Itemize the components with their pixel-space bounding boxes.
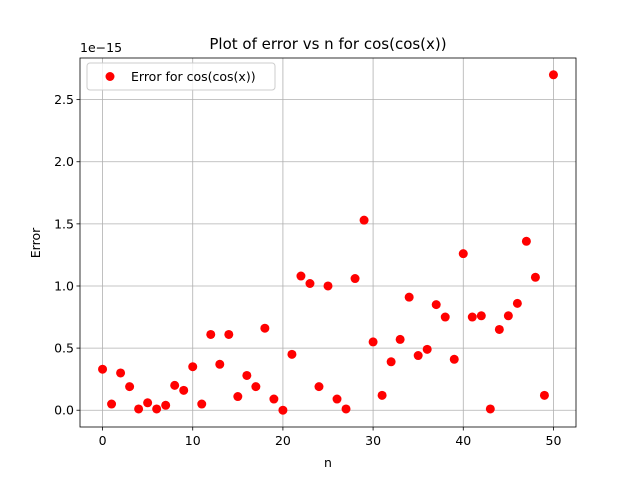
x-tick-label: 40 — [455, 433, 471, 448]
data-point — [458, 249, 468, 259]
data-point — [251, 382, 261, 392]
plot-area-frame — [79, 57, 577, 428]
data-point — [440, 312, 450, 322]
data-point — [404, 292, 414, 302]
y-tick-label: 1.0 — [54, 278, 74, 293]
data-point — [260, 323, 270, 333]
data-point — [143, 398, 153, 408]
legend-box — [86, 62, 276, 91]
data-point — [242, 370, 252, 380]
data-point — [269, 394, 279, 404]
data-point — [296, 271, 306, 281]
x-tick-label: 30 — [365, 433, 381, 448]
data-point — [215, 359, 225, 369]
x-tick-label: 0 — [99, 433, 107, 448]
data-point — [413, 351, 423, 361]
y-tick-label: 0.5 — [54, 341, 74, 356]
data-point — [386, 357, 396, 367]
data-point — [224, 329, 234, 339]
data-point — [368, 337, 378, 347]
data-point — [512, 298, 522, 308]
x-tick-label: 20 — [275, 433, 291, 448]
axis-ticks: 0 10 20 30 40 50 0.0 0.5 1.0 1.5 2.0 2.5 — [54, 92, 561, 448]
legend-marker — [105, 72, 115, 81]
data-point — [170, 380, 180, 390]
data-point — [152, 404, 162, 414]
data-point — [287, 349, 297, 359]
y-tick-label: 2.5 — [54, 92, 74, 107]
y-axis-label: Error — [28, 227, 43, 258]
data-point — [449, 354, 459, 364]
data-point — [107, 399, 117, 409]
data-point — [359, 215, 369, 225]
data-point — [116, 368, 126, 378]
data-point — [278, 405, 288, 415]
data-point — [323, 281, 333, 291]
data-point — [188, 362, 198, 372]
data-point — [125, 382, 135, 392]
data-point — [332, 394, 342, 404]
legend-label: Error for cos(cos(x)) — [131, 69, 256, 84]
grid — [80, 58, 576, 427]
y-offset-label: 1e−15 — [80, 40, 122, 55]
data-point — [179, 385, 189, 395]
x-tick-label: 50 — [546, 433, 562, 448]
data-point — [422, 344, 432, 354]
data-point — [476, 311, 486, 321]
chart-title: Plot of error vs n for cos(cos(x)) — [209, 35, 446, 53]
data-point — [314, 382, 324, 392]
data-point — [539, 390, 549, 400]
data-point — [350, 274, 360, 284]
data-point — [530, 272, 540, 282]
data-point — [134, 404, 144, 414]
x-axis-label: n — [324, 455, 332, 470]
data-point — [494, 324, 504, 334]
data-point — [548, 70, 558, 80]
y-tick-label: 0.0 — [54, 403, 74, 418]
y-tick-label: 1.5 — [54, 216, 74, 231]
data-point — [206, 329, 216, 339]
data-point — [233, 392, 243, 402]
data-points — [98, 70, 558, 415]
data-point — [161, 400, 171, 410]
data-point — [467, 312, 477, 322]
y-tick-label: 2.0 — [54, 154, 74, 169]
data-point — [521, 236, 531, 246]
data-point — [98, 364, 108, 374]
x-tick-label: 10 — [185, 433, 201, 448]
data-point — [197, 399, 207, 409]
data-point — [431, 300, 441, 310]
data-point — [341, 404, 351, 414]
data-point — [395, 334, 405, 344]
data-point — [377, 390, 387, 400]
legend: Error for cos(cos(x)) — [86, 62, 276, 91]
data-point — [305, 279, 315, 288]
data-point — [485, 404, 495, 414]
data-point — [503, 311, 513, 321]
